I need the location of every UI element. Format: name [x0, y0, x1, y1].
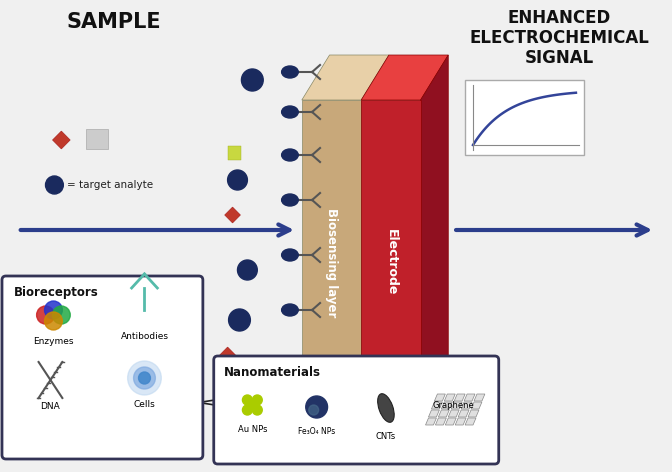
- Text: Fe₃O₄ NPs: Fe₃O₄ NPs: [298, 427, 335, 436]
- Text: ELECTROCHEMICAL: ELECTROCHEMICAL: [469, 29, 649, 47]
- Circle shape: [243, 395, 253, 405]
- Polygon shape: [230, 402, 245, 418]
- Text: CNTs: CNTs: [376, 432, 396, 441]
- Polygon shape: [361, 55, 448, 100]
- Polygon shape: [471, 402, 482, 409]
- Ellipse shape: [282, 66, 298, 78]
- Text: Bioreceptors: Bioreceptors: [14, 286, 99, 299]
- Polygon shape: [455, 418, 466, 425]
- Polygon shape: [429, 410, 439, 417]
- Polygon shape: [438, 410, 450, 417]
- Circle shape: [228, 309, 251, 331]
- FancyBboxPatch shape: [2, 276, 203, 459]
- Circle shape: [138, 372, 151, 384]
- Polygon shape: [361, 100, 421, 425]
- Polygon shape: [474, 394, 485, 401]
- Circle shape: [253, 405, 262, 415]
- Ellipse shape: [282, 194, 298, 206]
- FancyBboxPatch shape: [86, 129, 108, 149]
- Polygon shape: [468, 410, 479, 417]
- Circle shape: [134, 367, 155, 389]
- Ellipse shape: [378, 394, 394, 422]
- Circle shape: [308, 405, 319, 415]
- Text: Electrode: Electrode: [384, 229, 397, 295]
- Text: DNA: DNA: [40, 402, 60, 411]
- Polygon shape: [444, 394, 455, 401]
- Polygon shape: [458, 410, 469, 417]
- Text: Nanomaterials: Nanomaterials: [224, 366, 321, 379]
- Text: Au NPs: Au NPs: [238, 425, 267, 434]
- Circle shape: [253, 395, 262, 405]
- FancyBboxPatch shape: [465, 80, 584, 155]
- Ellipse shape: [282, 304, 298, 316]
- Circle shape: [247, 400, 257, 410]
- Polygon shape: [52, 131, 71, 149]
- Polygon shape: [434, 394, 446, 401]
- Polygon shape: [302, 100, 361, 425]
- Polygon shape: [431, 402, 442, 409]
- Polygon shape: [451, 402, 462, 409]
- Circle shape: [237, 260, 257, 280]
- Text: Enzymes: Enzymes: [33, 337, 74, 346]
- Ellipse shape: [282, 249, 298, 261]
- Circle shape: [36, 306, 54, 324]
- Circle shape: [306, 396, 327, 418]
- Text: Biosensing layer: Biosensing layer: [325, 208, 338, 317]
- Polygon shape: [224, 207, 241, 223]
- Polygon shape: [435, 418, 446, 425]
- Polygon shape: [425, 418, 436, 425]
- Polygon shape: [421, 55, 448, 425]
- Circle shape: [241, 69, 263, 91]
- Text: SAMPLE: SAMPLE: [67, 12, 161, 32]
- Ellipse shape: [282, 106, 298, 118]
- Polygon shape: [465, 418, 476, 425]
- Polygon shape: [454, 394, 465, 401]
- Polygon shape: [461, 402, 472, 409]
- Polygon shape: [442, 402, 452, 409]
- Polygon shape: [446, 418, 456, 425]
- Text: SIGNAL: SIGNAL: [524, 49, 594, 67]
- Bar: [230, 366, 243, 380]
- Circle shape: [128, 361, 161, 395]
- Circle shape: [44, 301, 62, 319]
- FancyBboxPatch shape: [214, 356, 499, 464]
- Text: Antibodies: Antibodies: [120, 332, 169, 341]
- Text: ENHANCED: ENHANCED: [507, 9, 611, 27]
- Circle shape: [243, 405, 253, 415]
- Circle shape: [228, 170, 247, 190]
- Ellipse shape: [282, 149, 298, 161]
- Circle shape: [44, 312, 62, 330]
- Polygon shape: [464, 394, 475, 401]
- Bar: [228, 146, 241, 160]
- Text: Graphene: Graphene: [432, 401, 474, 410]
- Ellipse shape: [282, 359, 298, 371]
- Polygon shape: [220, 347, 235, 363]
- Circle shape: [46, 176, 63, 194]
- Circle shape: [52, 306, 71, 324]
- Polygon shape: [448, 410, 459, 417]
- Polygon shape: [302, 55, 389, 100]
- Text: = target analyte: = target analyte: [67, 180, 153, 190]
- Text: Cells: Cells: [134, 400, 155, 409]
